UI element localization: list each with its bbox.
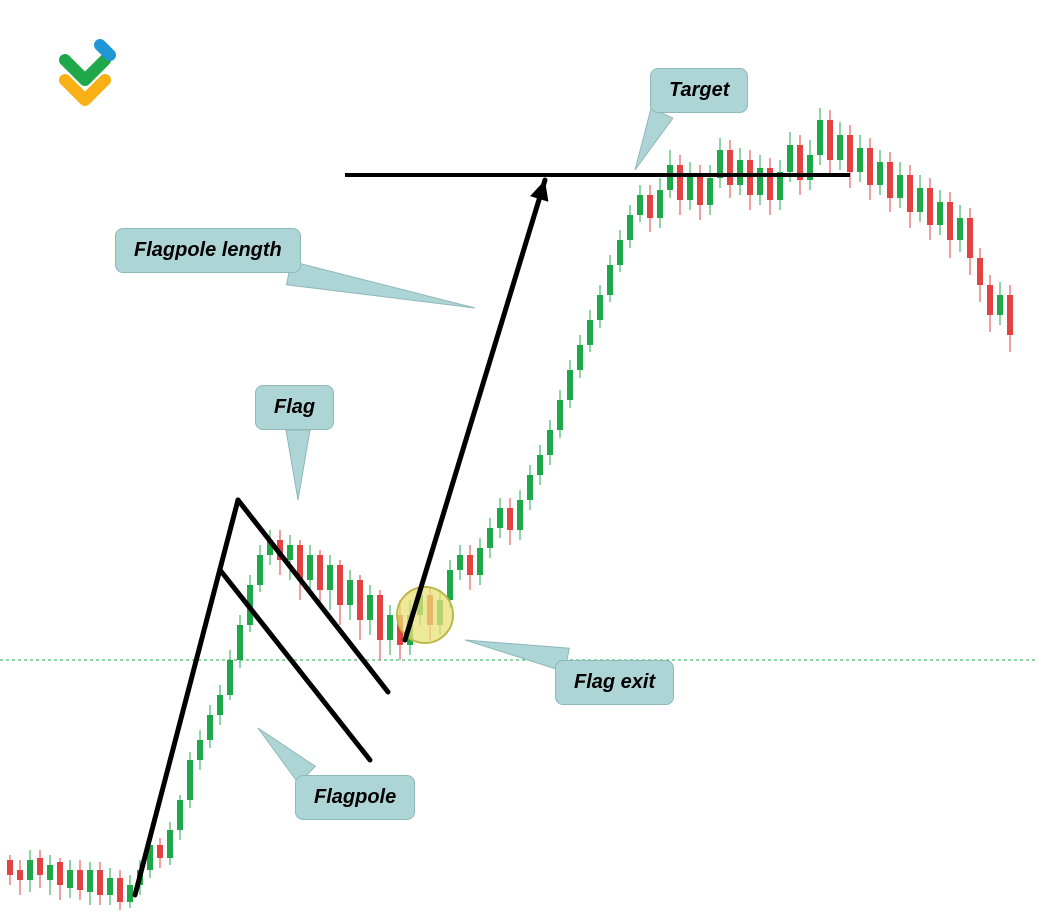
- callout-target-label: Target: [669, 79, 729, 101]
- callout-flag-exit-label: Flag exit: [574, 671, 655, 693]
- callout-flagpole-length: Flagpole length: [115, 228, 301, 273]
- callout-flagpole-length-label: Flagpole length: [134, 239, 282, 261]
- callout-flag-exit: Flag exit: [555, 660, 674, 705]
- callout-flagpole-label: Flagpole: [314, 786, 396, 808]
- candlestick-chart: [0, 0, 1038, 917]
- callout-flag: Flag: [255, 385, 334, 430]
- callout-target: Target: [650, 68, 748, 113]
- callout-flag-label: Flag: [274, 396, 315, 418]
- callout-flagpole: Flagpole: [295, 775, 415, 820]
